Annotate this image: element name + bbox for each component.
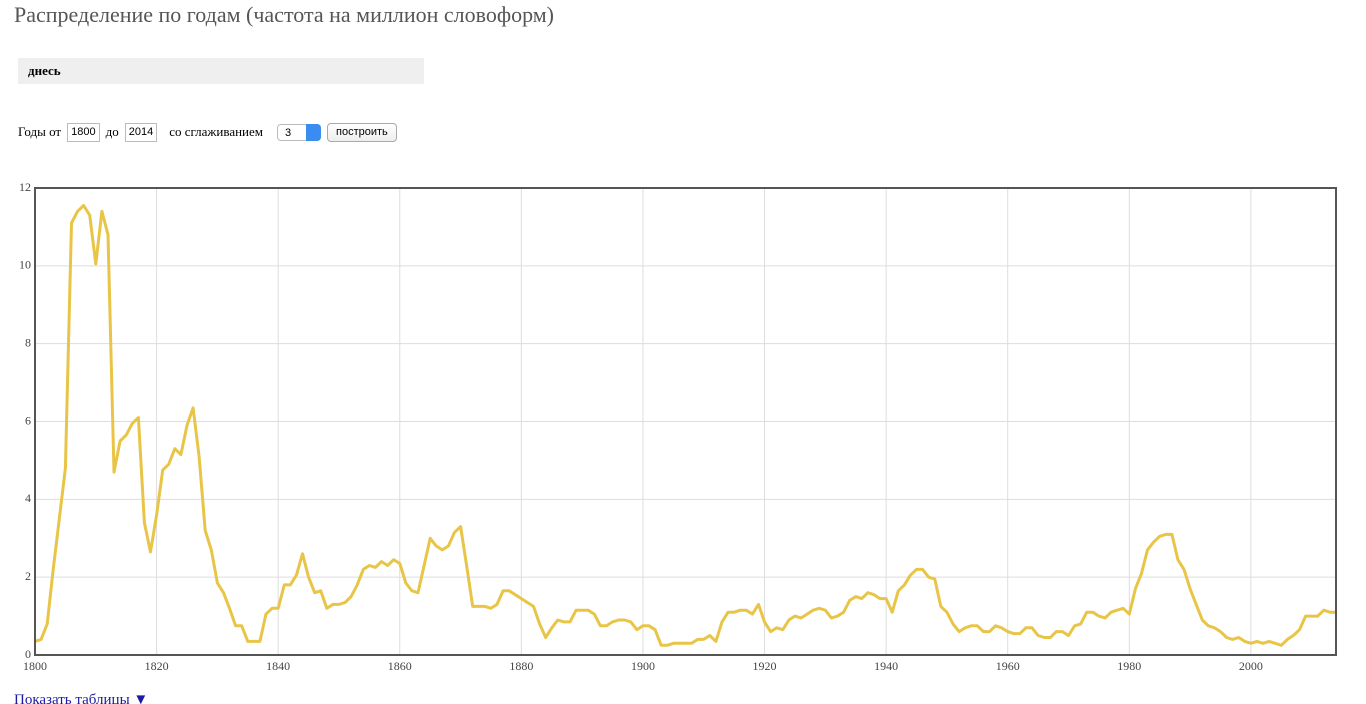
x-tick-label: 1800 <box>23 659 47 673</box>
year-from-input[interactable]: 1800 <box>67 122 100 142</box>
x-tick-label: 1960 <box>996 659 1020 673</box>
x-tick-label: 1840 <box>266 659 290 673</box>
show-tables-link[interactable]: Показать таблицы ▼ <box>14 692 149 704</box>
plot-frame <box>34 187 1337 656</box>
x-tick-label: 1900 <box>631 659 655 673</box>
year-form: Годы от 1800 до 2014 со сглаживанием 3 п… <box>18 122 397 142</box>
smoothing-select[interactable]: 3 <box>277 123 322 141</box>
y-tick-label: 2 <box>25 569 31 583</box>
x-tick-label: 1880 <box>509 659 533 673</box>
x-tick-label: 1820 <box>145 659 169 673</box>
x-tick-label: 1980 <box>1117 659 1141 673</box>
y-tick-label: 4 <box>25 491 31 505</box>
x-tick-label: 2000 <box>1239 659 1263 673</box>
query-word: днесь <box>18 58 424 84</box>
page-title: Распределение по годам (частота на милли… <box>14 2 555 27</box>
years-from-label: Годы от <box>18 124 62 139</box>
x-tick-label: 1920 <box>753 659 777 673</box>
to-label: до <box>105 124 119 139</box>
build-button[interactable]: построить <box>327 122 397 142</box>
y-tick-label: 6 <box>25 413 31 427</box>
smoothing-label: со сглаживанием <box>169 124 264 139</box>
year-to-input[interactable]: 2014 <box>124 122 158 142</box>
x-tick-label: 1940 <box>874 659 898 673</box>
chart: 0 2 4 6 8 10 12 1800 1820 1840 1860 1880 1900 1920 194… <box>19 180 1337 673</box>
y-tick-label: 10 <box>19 258 31 272</box>
data-line <box>34 204 1336 647</box>
y-tick-label: 8 <box>25 335 31 349</box>
y-tick-label: 12 <box>19 180 31 194</box>
y-tick-label: 0 <box>25 647 31 661</box>
x-tick-label: 1860 <box>388 659 412 673</box>
